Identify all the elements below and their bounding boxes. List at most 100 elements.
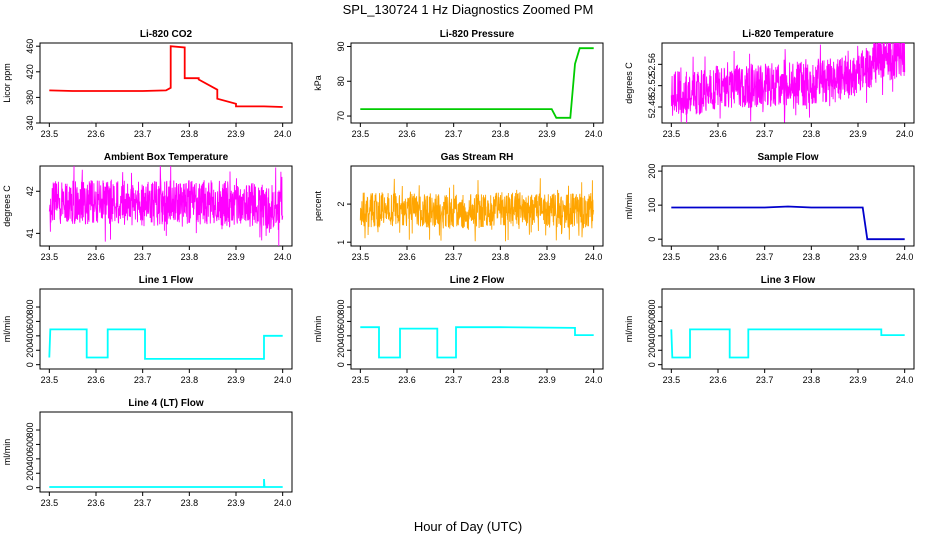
chart-panel-8: Line 2 Flow 23.5 23.6 23.7 23.8 23.9 24.0 0 2004…	[313, 275, 604, 385]
y-tick-label: 400	[25, 328, 35, 343]
panel-title: Line 3 Flow	[761, 275, 816, 286]
x-tick-label: 23.7	[756, 252, 774, 262]
chart-panel-1: Li-820 CO2 23.5 23.6 23.7 23.8 23.9 24.0 340 380…	[2, 29, 293, 139]
y-tick-label: 400	[25, 451, 35, 466]
series-line-1	[48, 166, 284, 246]
x-tick-label: 23.6	[709, 375, 727, 385]
y-tick-label: 52.48	[647, 96, 657, 119]
x-tick-label: 23.9	[227, 498, 245, 508]
x-tick-label: 23.7	[134, 252, 152, 262]
y-axis-label: ml/min	[624, 193, 634, 220]
panel-grid: Li-820 CO2 23.5 23.6 23.7 23.8 23.9 24.0 340 380…	[2, 29, 915, 508]
x-tick-label: 23.5	[41, 375, 59, 385]
y-tick-label: 800	[336, 300, 346, 315]
y-tick-label: 1	[336, 240, 346, 245]
chart-panel-9: Line 3 Flow 23.5 23.6 23.7 23.8 23.9 24.0 0 2004…	[624, 275, 915, 385]
panel-title: Li-820 Temperature	[742, 29, 834, 40]
x-tick-label: 23.9	[849, 252, 867, 262]
y-axis-label: Licor ppm	[2, 63, 12, 103]
x-tick-label: 23.8	[492, 129, 510, 139]
x-tick-label: 24.0	[896, 252, 914, 262]
plot-frame	[39, 411, 293, 493]
chart-panel-7: Line 1 Flow 23.5 23.6 23.7 23.8 23.9 24.0 0 2004…	[2, 275, 293, 385]
y-tick-label: 340	[25, 115, 35, 130]
x-tick-label: 23.7	[445, 129, 463, 139]
y-tick-label: 52.56	[647, 53, 657, 76]
y-axis-label: percent	[313, 190, 323, 221]
x-tick-label: 23.8	[803, 129, 821, 139]
y-axis-label: ml/min	[2, 316, 12, 343]
series-line-1	[48, 328, 283, 360]
y-tick-label: 200	[647, 164, 657, 179]
x-tick-label: 23.6	[87, 129, 105, 139]
x-tick-label: 23.7	[445, 375, 463, 385]
x-tick-label: 23.8	[492, 252, 510, 262]
x-tick-label: 23.6	[87, 375, 105, 385]
y-tick-label: 90	[336, 41, 346, 51]
series-line-1	[360, 326, 594, 359]
series-line-1	[359, 178, 595, 242]
x-tick-label: 23.8	[803, 252, 821, 262]
x-tick-label: 23.9	[227, 252, 245, 262]
series-line-1	[670, 328, 905, 359]
series-line-1	[670, 43, 906, 123]
x-tick-label: 23.5	[41, 252, 59, 262]
plot-frame	[661, 42, 915, 124]
plot-frame	[350, 165, 604, 247]
plot-frame	[39, 42, 293, 124]
y-tick-label: 200	[25, 343, 35, 358]
y-tick-label: 100	[647, 198, 657, 213]
y-tick-label: 400	[647, 328, 657, 343]
y-tick-label: 70	[336, 111, 346, 121]
y-axis-label: ml/min	[624, 316, 634, 343]
x-tick-label: 23.9	[538, 375, 556, 385]
x-tick-label: 23.8	[181, 252, 199, 262]
figure-x-axis-label: Hour of Day (UTC)	[414, 519, 522, 534]
chart-panel-5: Gas Stream RH 23.5 23.6 23.7 23.8 23.9 24.0 1 2 p…	[313, 152, 604, 262]
y-tick-label: 0	[25, 362, 35, 367]
x-tick-label: 23.6	[709, 129, 727, 139]
plot-frame	[661, 288, 915, 370]
x-tick-label: 23.5	[352, 252, 370, 262]
y-tick-label: 200	[336, 343, 346, 358]
y-tick-label: 42	[25, 186, 35, 196]
x-tick-label: 24.0	[585, 129, 603, 139]
x-tick-label: 23.7	[134, 498, 152, 508]
y-tick-label: 0	[336, 362, 346, 367]
x-tick-label: 23.8	[181, 375, 199, 385]
x-tick-label: 23.6	[398, 375, 416, 385]
series-line-1	[49, 478, 283, 488]
x-tick-label: 24.0	[274, 375, 292, 385]
x-tick-label: 23.8	[181, 129, 199, 139]
y-tick-label: 600	[647, 314, 657, 329]
x-tick-label: 23.7	[134, 375, 152, 385]
x-tick-label: 23.7	[756, 375, 774, 385]
y-tick-label: 200	[25, 466, 35, 481]
figure-title: SPL_130724 1 Hz Diagnostics Zoomed PM	[343, 2, 594, 17]
chart-panel-3: Li-820 Temperature 23.5 23.6 23.7 23.8 23.9 24…	[624, 29, 915, 139]
x-tick-label: 24.0	[896, 375, 914, 385]
x-tick-label: 23.6	[87, 498, 105, 508]
y-tick-label: 600	[336, 314, 346, 329]
plot-frame	[350, 288, 604, 370]
y-axis-label: degrees C	[2, 185, 12, 227]
y-tick-label: 200	[647, 343, 657, 358]
x-tick-label: 23.5	[663, 375, 681, 385]
x-tick-label: 23.7	[134, 129, 152, 139]
x-tick-label: 23.6	[398, 252, 416, 262]
y-axis-label: ml/min	[313, 316, 323, 343]
y-tick-label: 600	[25, 437, 35, 452]
x-tick-label: 24.0	[585, 375, 603, 385]
panel-title: Gas Stream RH	[441, 152, 514, 163]
x-tick-label: 24.0	[274, 129, 292, 139]
x-tick-label: 23.9	[849, 129, 867, 139]
y-axis-label: degrees C	[624, 62, 634, 104]
panel-title: Line 1 Flow	[139, 275, 194, 286]
panel-title: Li-820 CO2	[140, 29, 193, 40]
chart-panel-4: Ambient Box Temperature 23.5 23.6 23.7 23.8 2…	[2, 152, 293, 262]
y-tick-label: 0	[647, 362, 657, 367]
x-tick-label: 23.5	[352, 129, 370, 139]
x-tick-label: 24.0	[585, 252, 603, 262]
x-tick-label: 23.6	[87, 252, 105, 262]
